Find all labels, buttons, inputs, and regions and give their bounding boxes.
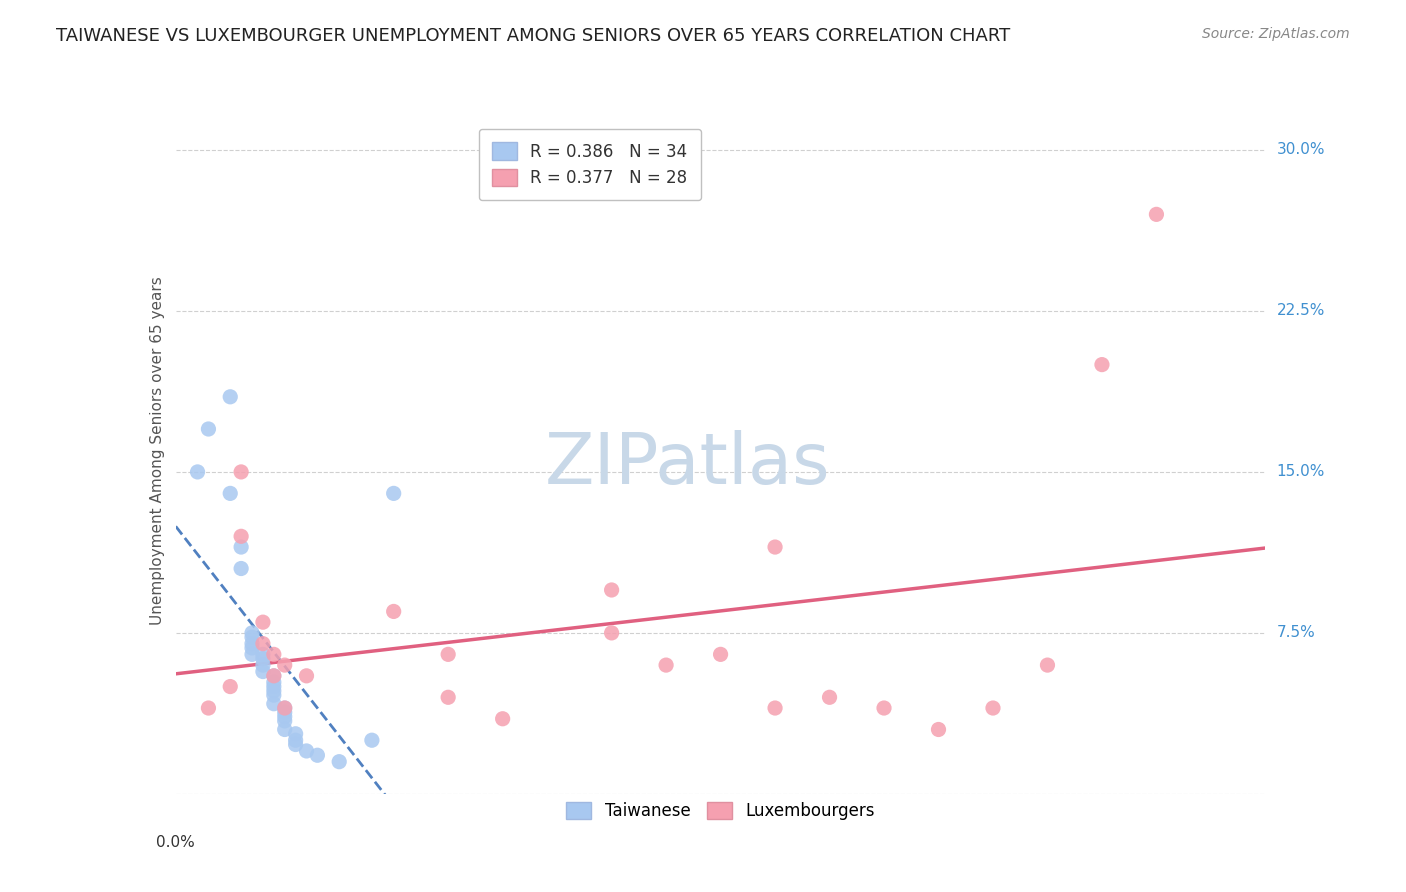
Point <box>197 422 219 436</box>
Point <box>763 540 786 554</box>
Point <box>240 626 263 640</box>
Point <box>274 706 297 720</box>
Point <box>437 690 460 705</box>
Point <box>240 640 263 655</box>
Point <box>1091 358 1114 372</box>
Point <box>219 486 242 500</box>
Point <box>1036 658 1059 673</box>
Text: Source: ZipAtlas.com: Source: ZipAtlas.com <box>1202 27 1350 41</box>
Point <box>252 658 274 673</box>
Point <box>981 701 1004 715</box>
Point <box>710 648 733 662</box>
Point <box>263 680 285 694</box>
Point <box>763 701 786 715</box>
Point <box>382 604 405 618</box>
Point <box>231 540 253 554</box>
Point <box>197 701 219 715</box>
Point <box>263 669 285 683</box>
Point <box>231 529 253 543</box>
Point <box>263 688 285 702</box>
Point <box>252 648 274 662</box>
Point <box>873 701 896 715</box>
Point <box>655 658 678 673</box>
Point <box>600 626 623 640</box>
Point <box>186 465 209 479</box>
Point <box>252 637 274 651</box>
Text: 0.0%: 0.0% <box>156 835 195 850</box>
Point <box>295 744 318 758</box>
Point <box>240 637 263 651</box>
Text: 30.0%: 30.0% <box>1277 143 1324 158</box>
Point <box>231 465 253 479</box>
Point <box>307 748 329 763</box>
Point <box>263 683 285 698</box>
Point <box>263 648 285 662</box>
Point <box>437 648 460 662</box>
Point <box>252 651 274 665</box>
Point <box>252 665 274 679</box>
Point <box>240 648 263 662</box>
Point <box>274 658 297 673</box>
Legend: Taiwanese, Luxembourgers: Taiwanese, Luxembourgers <box>553 789 889 834</box>
Point <box>274 701 297 715</box>
Point <box>274 709 297 723</box>
Point <box>492 712 515 726</box>
Point <box>263 669 285 683</box>
Point <box>219 680 242 694</box>
Point <box>928 723 950 737</box>
Point <box>231 561 253 575</box>
Point <box>328 755 350 769</box>
Text: 22.5%: 22.5% <box>1277 303 1324 318</box>
Point <box>274 723 297 737</box>
Text: TAIWANESE VS LUXEMBOURGER UNEMPLOYMENT AMONG SENIORS OVER 65 YEARS CORRELATION C: TAIWANESE VS LUXEMBOURGER UNEMPLOYMENT A… <box>56 27 1011 45</box>
Point <box>295 669 318 683</box>
Point <box>1144 207 1167 221</box>
Text: 15.0%: 15.0% <box>1277 465 1324 479</box>
Point <box>600 582 623 597</box>
Point <box>818 690 841 705</box>
Text: ZIPatlas: ZIPatlas <box>546 430 831 499</box>
Point <box>360 733 382 747</box>
Point <box>274 701 297 715</box>
Point <box>252 615 274 630</box>
Point <box>274 714 297 728</box>
Point <box>263 697 285 711</box>
Point <box>382 486 405 500</box>
Point <box>240 630 263 644</box>
Point <box>263 675 285 690</box>
Point <box>284 738 307 752</box>
Point <box>284 727 307 741</box>
Text: 7.5%: 7.5% <box>1277 625 1315 640</box>
Point <box>219 390 242 404</box>
Point <box>284 733 307 747</box>
Y-axis label: Unemployment Among Seniors over 65 years: Unemployment Among Seniors over 65 years <box>149 277 165 624</box>
